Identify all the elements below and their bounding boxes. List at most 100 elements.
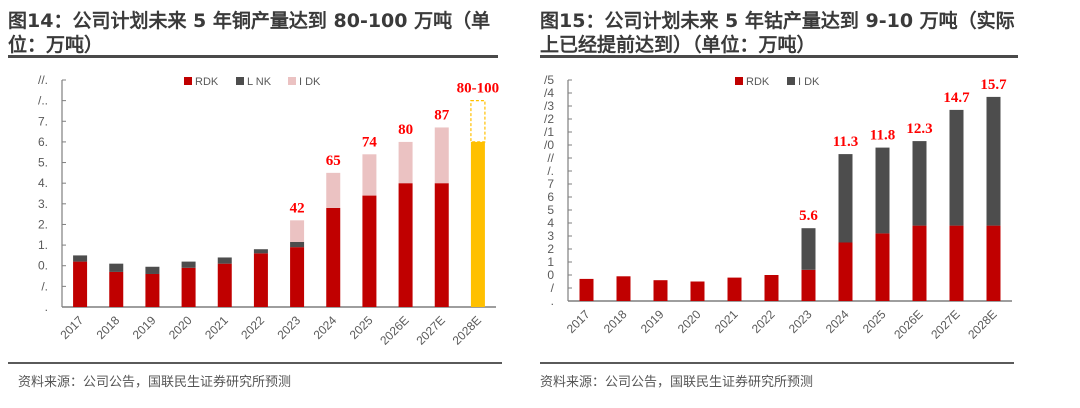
bar-segment bbox=[181, 261, 196, 268]
bar-segment bbox=[801, 269, 816, 301]
data-label: 11.3 bbox=[833, 134, 858, 150]
data-label: 12.3 bbox=[906, 121, 932, 137]
x-tick-label: 2024 bbox=[823, 307, 852, 336]
y-tick-label: 5. bbox=[38, 156, 48, 170]
y-tick-label: 0 bbox=[547, 268, 554, 282]
y-tick-label: 4. bbox=[38, 176, 48, 190]
bar-segment bbox=[690, 281, 705, 301]
y-tick-label: /3 bbox=[544, 99, 554, 113]
x-tick-label: 2017 bbox=[57, 313, 86, 342]
bar-segment bbox=[326, 172, 341, 208]
bar-segment bbox=[145, 273, 160, 307]
bar-segment bbox=[145, 266, 160, 274]
x-tick-label: 2027E bbox=[413, 313, 447, 347]
figure-14-title: 图14：公司计划未来 5 年铜产量达到 80-100 万吨（单位：万吨） bbox=[8, 10, 491, 56]
x-tick-label: 2026E bbox=[377, 313, 411, 347]
data-label: 42 bbox=[290, 200, 305, 216]
x-tick-label: 2019 bbox=[638, 307, 667, 336]
legend-label: I DK bbox=[299, 76, 321, 88]
bar-segment bbox=[838, 154, 853, 243]
y-tick-label: /5 bbox=[544, 73, 554, 87]
x-tick-label: 2022 bbox=[749, 307, 778, 336]
bar-segment-target-range bbox=[470, 100, 486, 143]
y-tick-label: . bbox=[45, 300, 48, 314]
bar-segment bbox=[949, 109, 964, 226]
bar-segment bbox=[949, 225, 964, 301]
y-tick-label: /0 bbox=[544, 138, 554, 152]
legend-swatch bbox=[236, 77, 244, 85]
data-label: 80-100 bbox=[457, 81, 500, 97]
y-tick-label: 2 bbox=[547, 242, 554, 256]
y-tick-label: 6. bbox=[38, 135, 48, 149]
bar-segment bbox=[73, 261, 88, 307]
y-tick-label: //. bbox=[38, 73, 48, 87]
bar-segment bbox=[398, 141, 413, 184]
y-tick-label: 3. bbox=[38, 197, 48, 211]
x-tick-label: 2025 bbox=[347, 313, 376, 342]
data-label: 15.7 bbox=[980, 77, 1007, 93]
bar-segment bbox=[290, 241, 305, 248]
figure-15-source: 资料来源：公司公告，国联民生证券研究所预测 bbox=[540, 375, 814, 390]
bar-segment bbox=[398, 183, 413, 307]
legend-swatch bbox=[787, 77, 795, 85]
x-tick-label: 2028E bbox=[450, 313, 484, 347]
bar-segment bbox=[986, 225, 1001, 301]
bar-segment bbox=[217, 263, 232, 307]
x-tick-label: 2024 bbox=[311, 313, 340, 342]
x-tick-label: 2025 bbox=[860, 307, 889, 336]
bar-segment bbox=[434, 127, 449, 184]
y-tick-label: // bbox=[547, 151, 554, 165]
x-tick-label: 2022 bbox=[238, 313, 267, 342]
bar-segment bbox=[579, 278, 594, 301]
bar-segment bbox=[290, 220, 305, 242]
x-tick-label: 2028E bbox=[965, 307, 999, 341]
y-tick-label: /1 bbox=[544, 125, 554, 139]
y-tick-label: 1 bbox=[547, 255, 554, 269]
bar-segment bbox=[253, 249, 268, 254]
x-tick-label: 2023 bbox=[274, 313, 303, 342]
y-tick-label: / bbox=[551, 281, 555, 295]
x-tick-label: 2017 bbox=[564, 307, 593, 336]
y-tick-label: 7. bbox=[38, 114, 48, 128]
legend-label: RDK bbox=[195, 76, 219, 88]
bar-segment bbox=[875, 233, 890, 301]
x-tick-label: 2023 bbox=[786, 307, 815, 336]
x-tick-label: 2027E bbox=[928, 307, 962, 341]
y-tick-label: . bbox=[551, 294, 554, 308]
bar-segment bbox=[362, 154, 377, 196]
bar-segment bbox=[875, 147, 890, 234]
bar-segment bbox=[109, 271, 124, 307]
y-tick-label: 0. bbox=[38, 259, 48, 273]
data-label: 14.7 bbox=[943, 90, 970, 106]
bar-segment bbox=[217, 257, 232, 264]
title-divider bbox=[540, 55, 1018, 58]
x-tick-label: 2020 bbox=[166, 313, 195, 342]
bar-segment bbox=[434, 183, 449, 307]
y-tick-label: /4 bbox=[544, 86, 554, 100]
y-tick-label: /. bbox=[41, 279, 48, 293]
legend-label: I DK bbox=[798, 76, 820, 88]
figure-15-panel: 图15：公司计划未来 5 年钴产量达到 9-10 万吨（实际上已经提前达到）（单… bbox=[540, 0, 1020, 408]
bar-segment bbox=[109, 263, 124, 272]
y-tick-label: /.. bbox=[38, 94, 48, 108]
bar-segment bbox=[912, 141, 927, 226]
footer-divider bbox=[540, 362, 1014, 364]
x-tick-label: 2018 bbox=[601, 307, 630, 336]
legend-swatch bbox=[288, 77, 296, 85]
data-label: 5.6 bbox=[799, 208, 818, 224]
x-tick-label: 2018 bbox=[94, 313, 123, 342]
y-tick-label: 4 bbox=[547, 216, 554, 230]
bar-segment bbox=[73, 255, 88, 262]
bar-segment bbox=[653, 280, 668, 301]
legend-label: L NK bbox=[247, 76, 272, 88]
y-tick-label: /2 bbox=[544, 112, 554, 126]
y-tick-label: 5 bbox=[547, 203, 554, 217]
bar-segment bbox=[470, 141, 485, 307]
data-label: 65 bbox=[326, 153, 341, 169]
bar-segment bbox=[616, 276, 631, 301]
bar-segment bbox=[801, 228, 816, 270]
bar-segment bbox=[253, 253, 268, 307]
legend-label: RDK bbox=[746, 76, 770, 88]
bar-segment bbox=[290, 247, 305, 307]
